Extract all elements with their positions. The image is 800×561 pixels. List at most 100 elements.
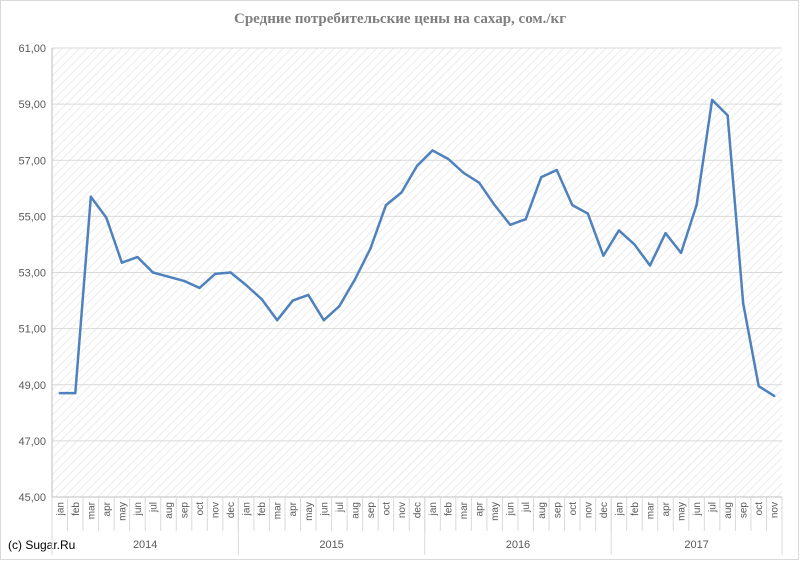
data-point — [571, 203, 574, 207]
data-point — [726, 114, 729, 117]
y-tick-label: 55,00 — [18, 211, 46, 223]
data-point — [89, 195, 93, 198]
x-tick-label: apr — [102, 501, 113, 516]
x-tick-label: sep — [552, 502, 563, 519]
x-tick-label: apr — [661, 501, 672, 516]
data-point — [369, 247, 372, 250]
y-tick-label: 53,00 — [18, 268, 46, 280]
y-tick-label: 57,00 — [18, 155, 46, 167]
data-points — [58, 98, 776, 398]
data-point — [431, 149, 434, 152]
data-point — [508, 223, 512, 226]
y-tick-label: 45,00 — [18, 492, 46, 504]
data-point — [540, 175, 543, 179]
data-point — [244, 283, 248, 287]
year-label: 2015 — [319, 539, 343, 551]
data-point — [555, 168, 558, 172]
x-tick-label: dec — [599, 502, 610, 518]
x-tick-label: jun — [133, 502, 144, 516]
data-point — [710, 98, 714, 102]
x-tick-label: nov — [397, 502, 408, 518]
x-tick-label: jan — [428, 502, 439, 516]
x-tick-label: jul — [521, 502, 532, 513]
x-tick-label: aug — [723, 502, 734, 519]
x-tick-label: feb — [630, 502, 641, 516]
x-tick-label: jul — [335, 502, 346, 513]
x-tick-label: oct — [754, 502, 765, 516]
data-point — [291, 299, 294, 302]
source-label: (c) Sugar.Ru — [8, 538, 76, 552]
year-label: 2017 — [684, 539, 708, 551]
data-point — [773, 394, 776, 398]
x-tick-label: may — [677, 502, 688, 521]
data-point — [260, 297, 263, 301]
data-point — [617, 229, 621, 232]
x-tick-label: jan — [614, 502, 625, 516]
y-tick-label: 51,00 — [18, 324, 46, 336]
x-tick-label: aug — [537, 502, 548, 519]
y-tick-label: 47,00 — [18, 436, 46, 448]
x-tick-label: jan — [55, 502, 66, 516]
x-tick-label: aug — [164, 502, 175, 519]
x-tick-label: sep — [180, 502, 191, 519]
x-tick-label: oct — [195, 502, 206, 516]
data-point — [695, 203, 698, 207]
data-point — [338, 304, 341, 308]
gridlines — [52, 47, 782, 498]
x-tick-label: nov — [583, 502, 594, 518]
data-point — [307, 293, 310, 297]
data-point — [446, 157, 450, 161]
data-point — [664, 232, 667, 235]
data-point — [602, 254, 605, 257]
x-tick-label: jun — [319, 502, 330, 516]
x-tick-label: oct — [381, 502, 392, 516]
x-tick-label: mar — [459, 501, 470, 519]
data-point — [384, 203, 388, 207]
x-tick-label: sep — [366, 502, 377, 519]
data-point — [477, 181, 481, 184]
data-point — [757, 384, 760, 388]
data-point — [679, 251, 683, 255]
data-point — [136, 255, 139, 259]
x-tick-label: apr — [288, 501, 299, 516]
x-tick-label: jun — [506, 502, 517, 516]
x-tick-label: nov — [211, 502, 222, 518]
x-tick-label: may — [117, 502, 128, 521]
data-point — [276, 319, 279, 322]
data-point — [648, 264, 652, 267]
data-point — [353, 278, 357, 281]
axes — [51, 48, 782, 498]
y-axis-ticks: 45,00 47,00 49,00 51,00 53,00 55,00 57,00 59,00… — [18, 43, 46, 504]
data-point — [198, 286, 201, 290]
data-point — [400, 191, 403, 194]
data-point — [462, 171, 465, 175]
data-point — [741, 302, 745, 305]
x-tick-label: apr — [475, 501, 486, 516]
data-point — [182, 279, 186, 283]
x-tick-label: mar — [645, 501, 656, 519]
data-point — [167, 275, 170, 278]
y-tick-label: 61,00 — [18, 43, 46, 55]
x-axis-ticks: jan feb mar apr may jun jul aug sep oct nov dec jan f… — [51, 497, 783, 531]
year-label: 2014 — [133, 539, 157, 551]
data-point — [322, 319, 326, 322]
x-tick-label: feb — [71, 502, 82, 516]
x-tick-label: mar — [273, 501, 284, 519]
x-tick-label: feb — [444, 502, 455, 516]
x-tick-label: aug — [350, 502, 361, 519]
x-tick-label: may — [304, 502, 315, 521]
x-tick-label: oct — [568, 502, 579, 516]
data-point — [151, 271, 155, 274]
data-point — [633, 243, 636, 246]
x-tick-label: jan — [242, 502, 253, 516]
x-tick-label: dec — [226, 502, 237, 518]
data-point — [213, 272, 217, 276]
chart-title: Средние потребительские цены на сахар, с… — [233, 11, 567, 27]
x-tick-label: jul — [708, 502, 719, 513]
data-point — [105, 216, 108, 219]
x-tick-label: dec — [413, 502, 424, 518]
data-point — [415, 164, 419, 168]
year-label: 2016 — [506, 539, 530, 551]
